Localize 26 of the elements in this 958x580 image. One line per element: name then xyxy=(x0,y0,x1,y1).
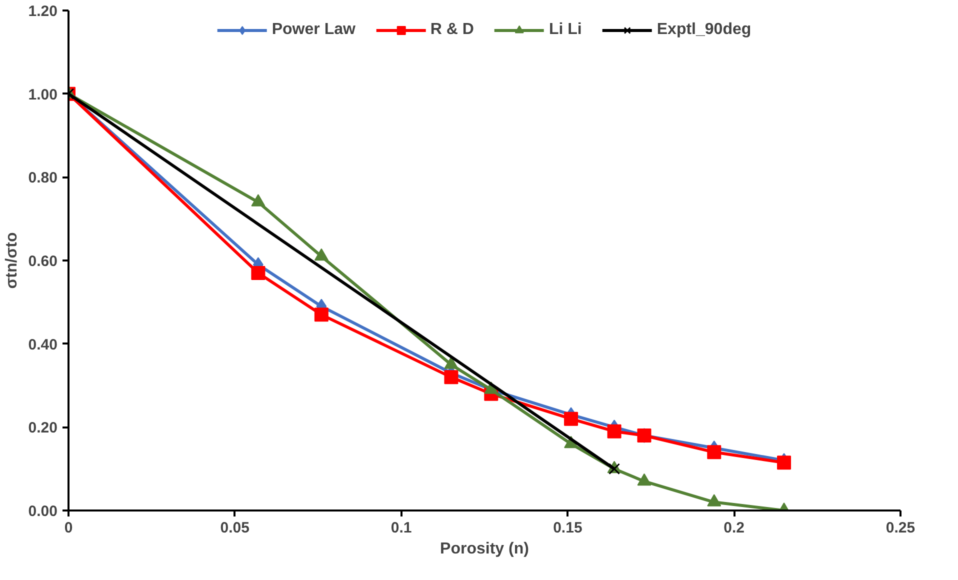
y-tick-label: 0.00 xyxy=(28,503,58,520)
y-tick-label: 0.80 xyxy=(28,170,58,187)
y-tick-label: 0.20 xyxy=(28,420,58,437)
point xyxy=(444,370,458,384)
point xyxy=(314,308,328,322)
y-axis-title: σtn/σto xyxy=(3,232,20,289)
legend-label: Power Law xyxy=(272,21,356,39)
y-tick-label: 0.60 xyxy=(28,253,58,270)
point xyxy=(564,412,578,426)
point xyxy=(251,266,266,280)
x-tick-label: 0.15 xyxy=(553,520,582,536)
x-tick-label: 0.2 xyxy=(724,520,745,536)
x-axis-title: Porosity (n) xyxy=(440,540,529,558)
x-tick-label: 0.05 xyxy=(220,520,250,536)
x-tick-label: 0.1 xyxy=(390,520,412,536)
y-tick-label: 1.00 xyxy=(28,86,58,104)
y-tick-label: 1.20 xyxy=(28,3,58,20)
point xyxy=(777,456,792,470)
point xyxy=(707,445,722,460)
x-tick-label: 0.25 xyxy=(886,520,916,536)
x-tick-label: 0 xyxy=(64,520,73,536)
point xyxy=(607,424,622,438)
legend-label: Exptl_90deg xyxy=(656,21,752,39)
legend-label: Li Li xyxy=(548,21,582,39)
legend-label: R & D xyxy=(430,21,474,39)
y-tick-label: 0.40 xyxy=(28,336,58,354)
